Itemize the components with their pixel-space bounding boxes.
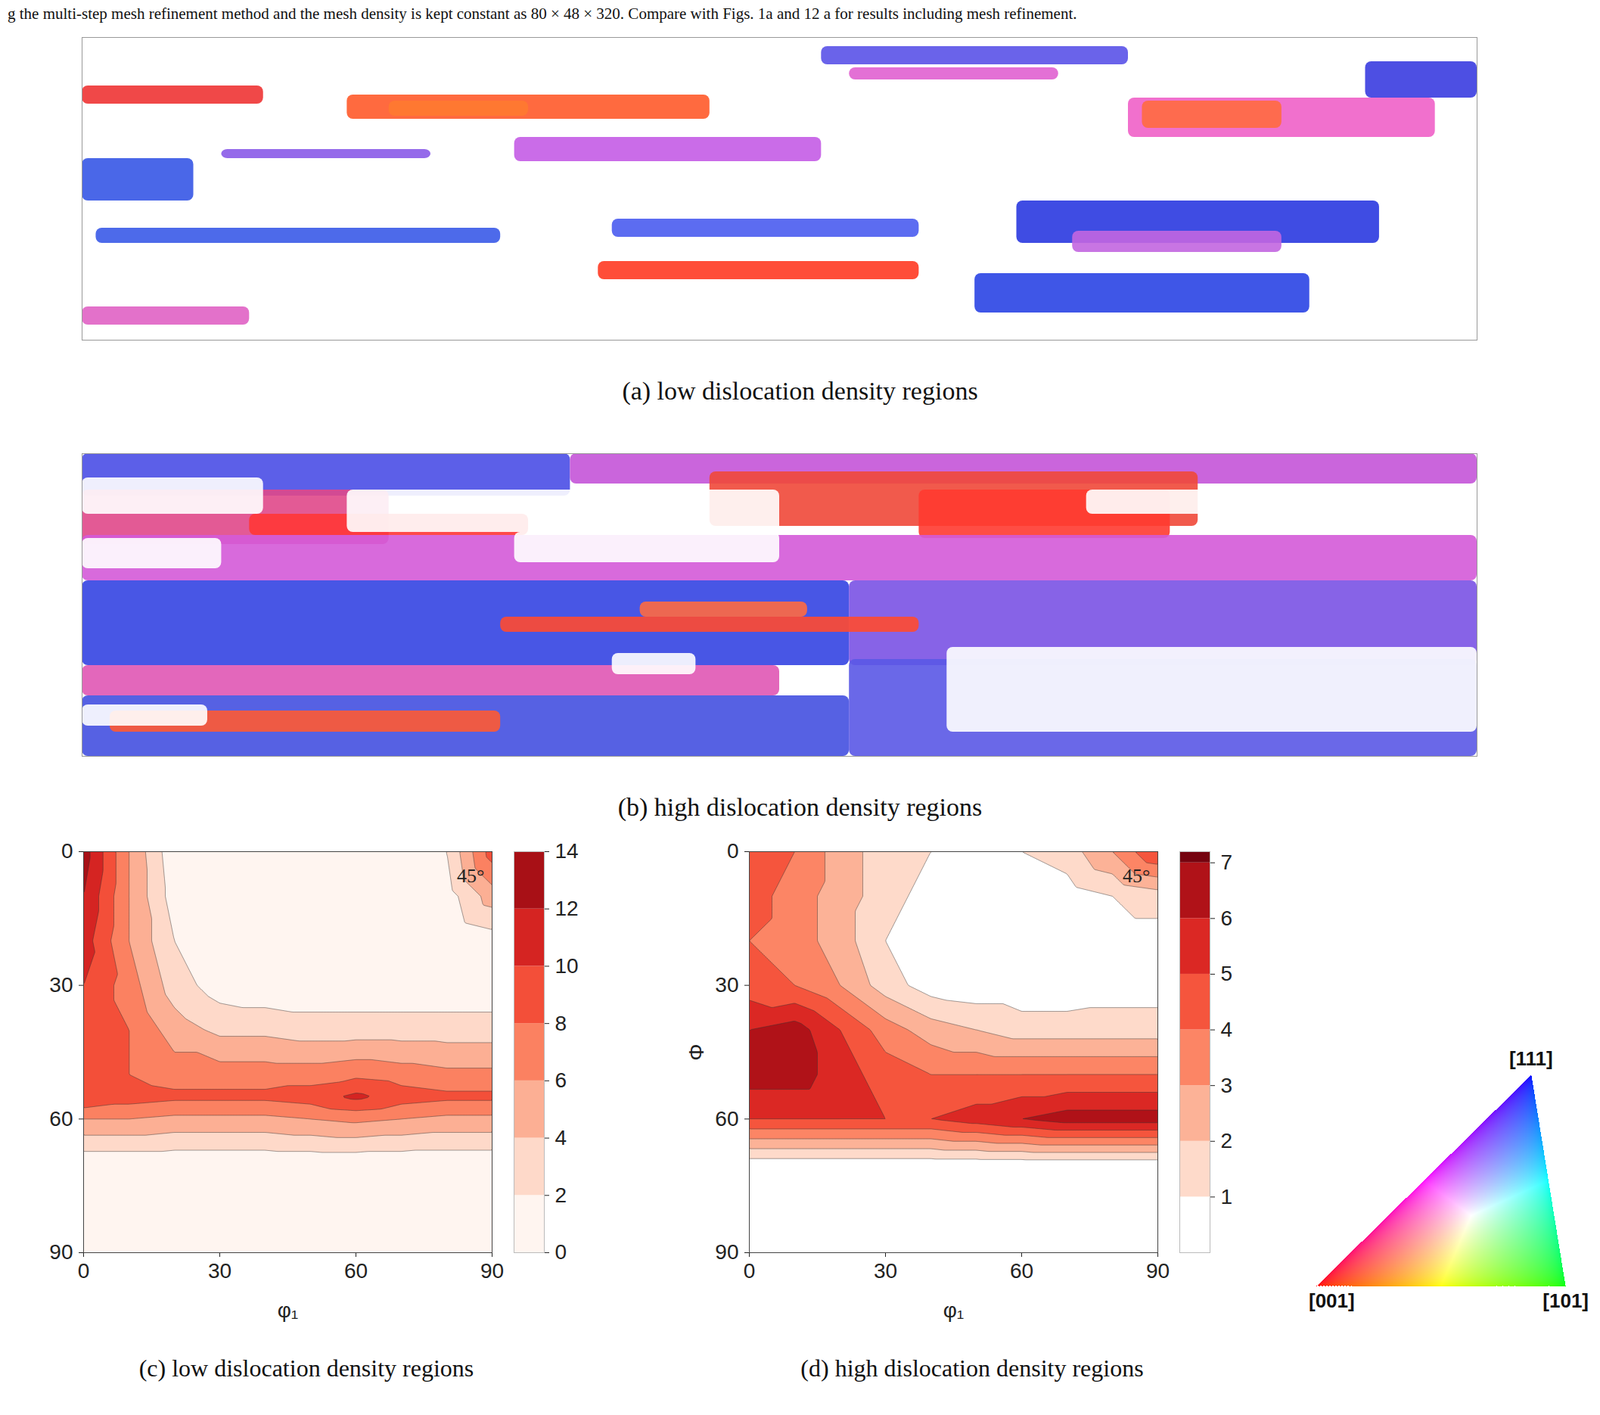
svg-text:30: 30 (873, 1258, 898, 1283)
html-text:(c) low dislocation density re: (c) low dislocation density regions (138, 1354, 474, 1382)
svg-text:3: 3 (1220, 1073, 1234, 1097)
svg-text:30: 30 (208, 1258, 232, 1283)
svg-text:90: 90 (1146, 1258, 1170, 1283)
svg-text:0: 0 (61, 838, 74, 863)
svg-text:30: 30 (714, 972, 739, 997)
html-text:[101]: [101] (1542, 1289, 1589, 1312)
svg-text:60: 60 (1009, 1258, 1034, 1283)
svg-text:8: 8 (555, 1011, 568, 1035)
svg-text:30: 30 (49, 972, 73, 997)
svg-text:0: 0 (726, 838, 740, 863)
html-text:(b) high dislocation density r: (b) high dislocation density regions (617, 792, 983, 821)
svg-text:Φ: Φ (684, 1043, 709, 1060)
svg-text:5: 5 (1220, 961, 1234, 985)
svg-text:0: 0 (743, 1258, 756, 1283)
svg-text:4: 4 (1220, 1017, 1234, 1041)
svg-text:60: 60 (714, 1106, 739, 1131)
svg-text:90: 90 (714, 1239, 739, 1264)
svg-text:4: 4 (555, 1125, 568, 1150)
svg-text:6: 6 (555, 1068, 568, 1092)
svg-text:60: 60 (49, 1106, 73, 1131)
svg-text:60: 60 (344, 1258, 368, 1283)
html-text:[001]: [001] (1308, 1289, 1355, 1312)
html-text:(d) high dislocation density r: (d) high dislocation density regions (800, 1354, 1144, 1382)
svg-text:14: 14 (555, 838, 579, 863)
svg-text:90: 90 (49, 1239, 73, 1264)
svg-text:φ₁: φ₁ (277, 1298, 299, 1322)
svg-text:45°: 45° (1122, 864, 1150, 887)
svg-text:45°: 45° (456, 864, 485, 887)
svg-text:0: 0 (555, 1239, 568, 1264)
svg-text:φ₁: φ₁ (943, 1298, 965, 1322)
svg-text:1: 1 (1220, 1184, 1234, 1209)
svg-text:6: 6 (1220, 906, 1234, 930)
svg-text:2: 2 (555, 1183, 568, 1207)
html-text:g the multi-step mesh refineme: g the multi-step mesh refinement method … (7, 4, 1077, 23)
html-text:[111]: [111] (1509, 1046, 1553, 1070)
svg-text:7: 7 (1220, 850, 1234, 874)
svg-text:90: 90 (480, 1258, 504, 1283)
svg-text:10: 10 (555, 953, 579, 978)
html-text:(a) low dislocation density re: (a) low dislocation density regions (622, 376, 978, 405)
svg-text:2: 2 (1220, 1128, 1234, 1153)
svg-text:12: 12 (555, 896, 579, 920)
svg-text:0: 0 (77, 1258, 91, 1283)
